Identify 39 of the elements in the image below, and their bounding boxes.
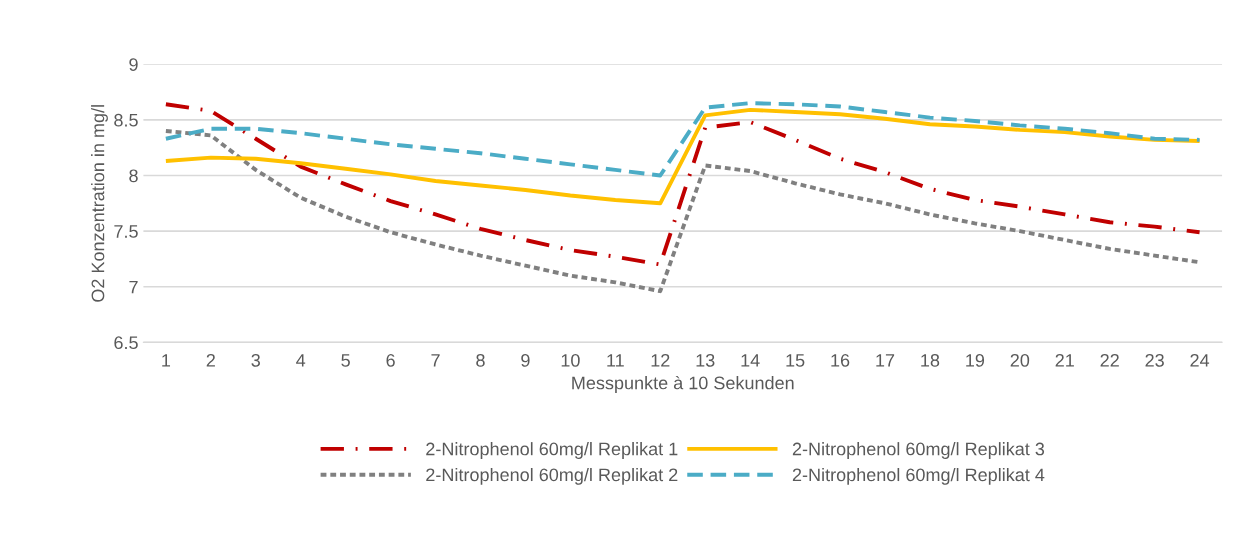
- x-tick-label: 23: [1145, 353, 1164, 367]
- x-tick-label: 19: [966, 353, 985, 367]
- x-tick-label: 13: [696, 353, 715, 367]
- y-tick-label: 9: [129, 58, 138, 71]
- x-tick-label: 7: [431, 354, 440, 367]
- x-tick-label: 17: [876, 354, 895, 367]
- x-tick-label: 21: [1055, 353, 1074, 367]
- x-tick-label: 20: [1010, 353, 1030, 367]
- line-series: [163, 101, 1202, 178]
- legend-label: 2-Nitrophenol 60mg/l Replikat 2: [426, 467, 678, 485]
- line-series: [163, 102, 1202, 267]
- x-tick-label: 1: [162, 354, 171, 367]
- x-tick-label: 15: [786, 354, 805, 367]
- x-tick-label: 22: [1100, 353, 1119, 367]
- legend-label: 2-Nitrophenol 60mg/l Replikat 3: [792, 442, 1045, 459]
- x-tick-label: 3: [251, 353, 260, 367]
- x-tick-label: 16: [831, 353, 850, 367]
- x-tick-label: 18: [921, 353, 940, 367]
- x-tick-label: 11: [607, 354, 624, 367]
- x-tick-label: 10: [561, 353, 580, 367]
- y-axis-title: O2 Konzentration in mg/l: [91, 105, 108, 302]
- y-tick-label: 7.5: [114, 225, 138, 238]
- line-series: [163, 107, 1202, 206]
- y-tick-label: 7: [129, 280, 138, 294]
- x-tick-label: 12: [651, 353, 670, 367]
- x-tick-label: 9: [521, 353, 530, 367]
- x-axis-title: Messpunkte à 10 Sekunden: [572, 375, 794, 393]
- legend-label: 2-Nitrophenol 60mg/l Replikat 1: [426, 442, 678, 459]
- x-tick-label: 6: [386, 353, 395, 367]
- x-tick-label: 5: [341, 354, 350, 367]
- y-tick-label: 8.5: [114, 113, 138, 127]
- x-tick-label: 24: [1190, 353, 1210, 367]
- x-tick-label: 4: [296, 354, 306, 367]
- x-tick-label: 14: [741, 354, 760, 367]
- x-tick-label: 8: [476, 353, 485, 367]
- x-tick-label: 2: [206, 353, 215, 367]
- legend-label: 2-Nitrophenol 60mg/l Replikat 4: [792, 467, 1045, 485]
- y-tick-label: 8: [129, 169, 138, 183]
- y-tick-label: 6.5: [114, 336, 138, 350]
